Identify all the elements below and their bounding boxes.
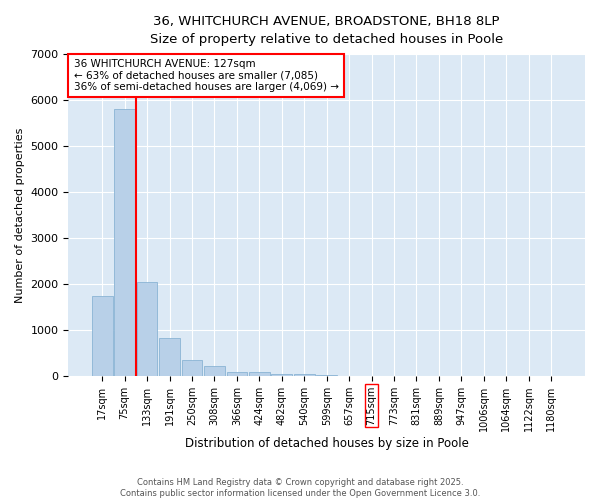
Bar bbox=[204, 366, 225, 376]
Bar bbox=[271, 374, 292, 376]
X-axis label: Distribution of detached houses by size in Poole: Distribution of detached houses by size … bbox=[185, 437, 469, 450]
Bar bbox=[137, 282, 157, 376]
Text: 36 WHITCHURCH AVENUE: 127sqm
← 63% of detached houses are smaller (7,085)
36% of: 36 WHITCHURCH AVENUE: 127sqm ← 63% of de… bbox=[74, 59, 338, 92]
Bar bbox=[159, 338, 180, 376]
Bar bbox=[182, 360, 202, 376]
Bar bbox=[92, 296, 113, 376]
Bar bbox=[249, 372, 269, 376]
Y-axis label: Number of detached properties: Number of detached properties bbox=[15, 128, 25, 303]
Bar bbox=[115, 110, 135, 376]
Title: 36, WHITCHURCH AVENUE, BROADSTONE, BH18 8LP
Size of property relative to detache: 36, WHITCHURCH AVENUE, BROADSTONE, BH18 … bbox=[150, 15, 503, 46]
Bar bbox=[294, 374, 314, 376]
Bar bbox=[227, 372, 247, 376]
Text: Contains HM Land Registry data © Crown copyright and database right 2025.
Contai: Contains HM Land Registry data © Crown c… bbox=[120, 478, 480, 498]
Bar bbox=[316, 375, 337, 376]
